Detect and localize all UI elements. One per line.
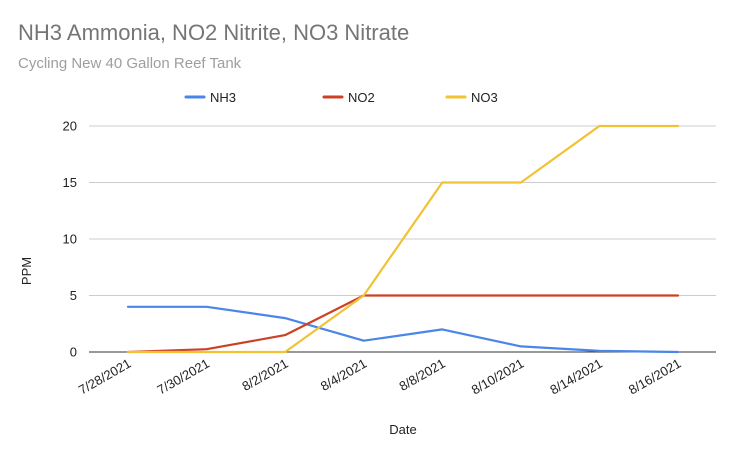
x-axis-title: Date <box>389 422 416 437</box>
y-tick-label: 5 <box>70 288 77 303</box>
y-tick-label: 10 <box>63 232 77 247</box>
x-tick-label: 7/28/2021 <box>76 356 134 398</box>
legend-item-no3: NO3 <box>445 90 498 105</box>
chart-subtitle: Cycling New 40 Gallon Reef Tank <box>18 55 242 72</box>
legend-item-nh3: NH3 <box>184 90 236 105</box>
y-tick-label: 0 <box>70 345 77 360</box>
series-line-nh3 <box>126 305 680 354</box>
y-axis-title: PPM <box>19 257 34 285</box>
x-tick-label: 8/2/2021 <box>239 356 290 394</box>
legend-label: NO3 <box>471 90 498 105</box>
x-tick-label: 8/4/2021 <box>318 356 369 394</box>
x-tick-label: 8/14/2021 <box>547 356 605 398</box>
legend-label: NO2 <box>348 90 375 105</box>
x-tick-label: 8/16/2021 <box>626 356 684 398</box>
series-line-no3 <box>126 124 680 354</box>
legend-item-no2: NO2 <box>322 90 375 105</box>
legend: NH3 NO2 NO3 <box>184 90 498 105</box>
y-tick-label: 15 <box>63 175 77 190</box>
x-tick-label: 7/30/2021 <box>154 356 212 398</box>
y-tick-labels: 0 5 10 15 20 <box>63 119 77 360</box>
legend-label: NH3 <box>210 90 236 105</box>
x-tick-label: 8/8/2021 <box>396 356 447 394</box>
series-line-no2 <box>126 294 680 354</box>
series-lines <box>126 124 680 354</box>
x-tick-labels: 7/28/2021 7/30/2021 8/2/2021 8/4/2021 8/8/20… <box>76 356 684 398</box>
x-tick-label: 8/10/2021 <box>469 356 527 398</box>
chart-title: NH3 Ammonia, NO2 Nitrite, NO3 Nitrate <box>18 20 410 45</box>
y-tick-label: 20 <box>63 119 77 134</box>
